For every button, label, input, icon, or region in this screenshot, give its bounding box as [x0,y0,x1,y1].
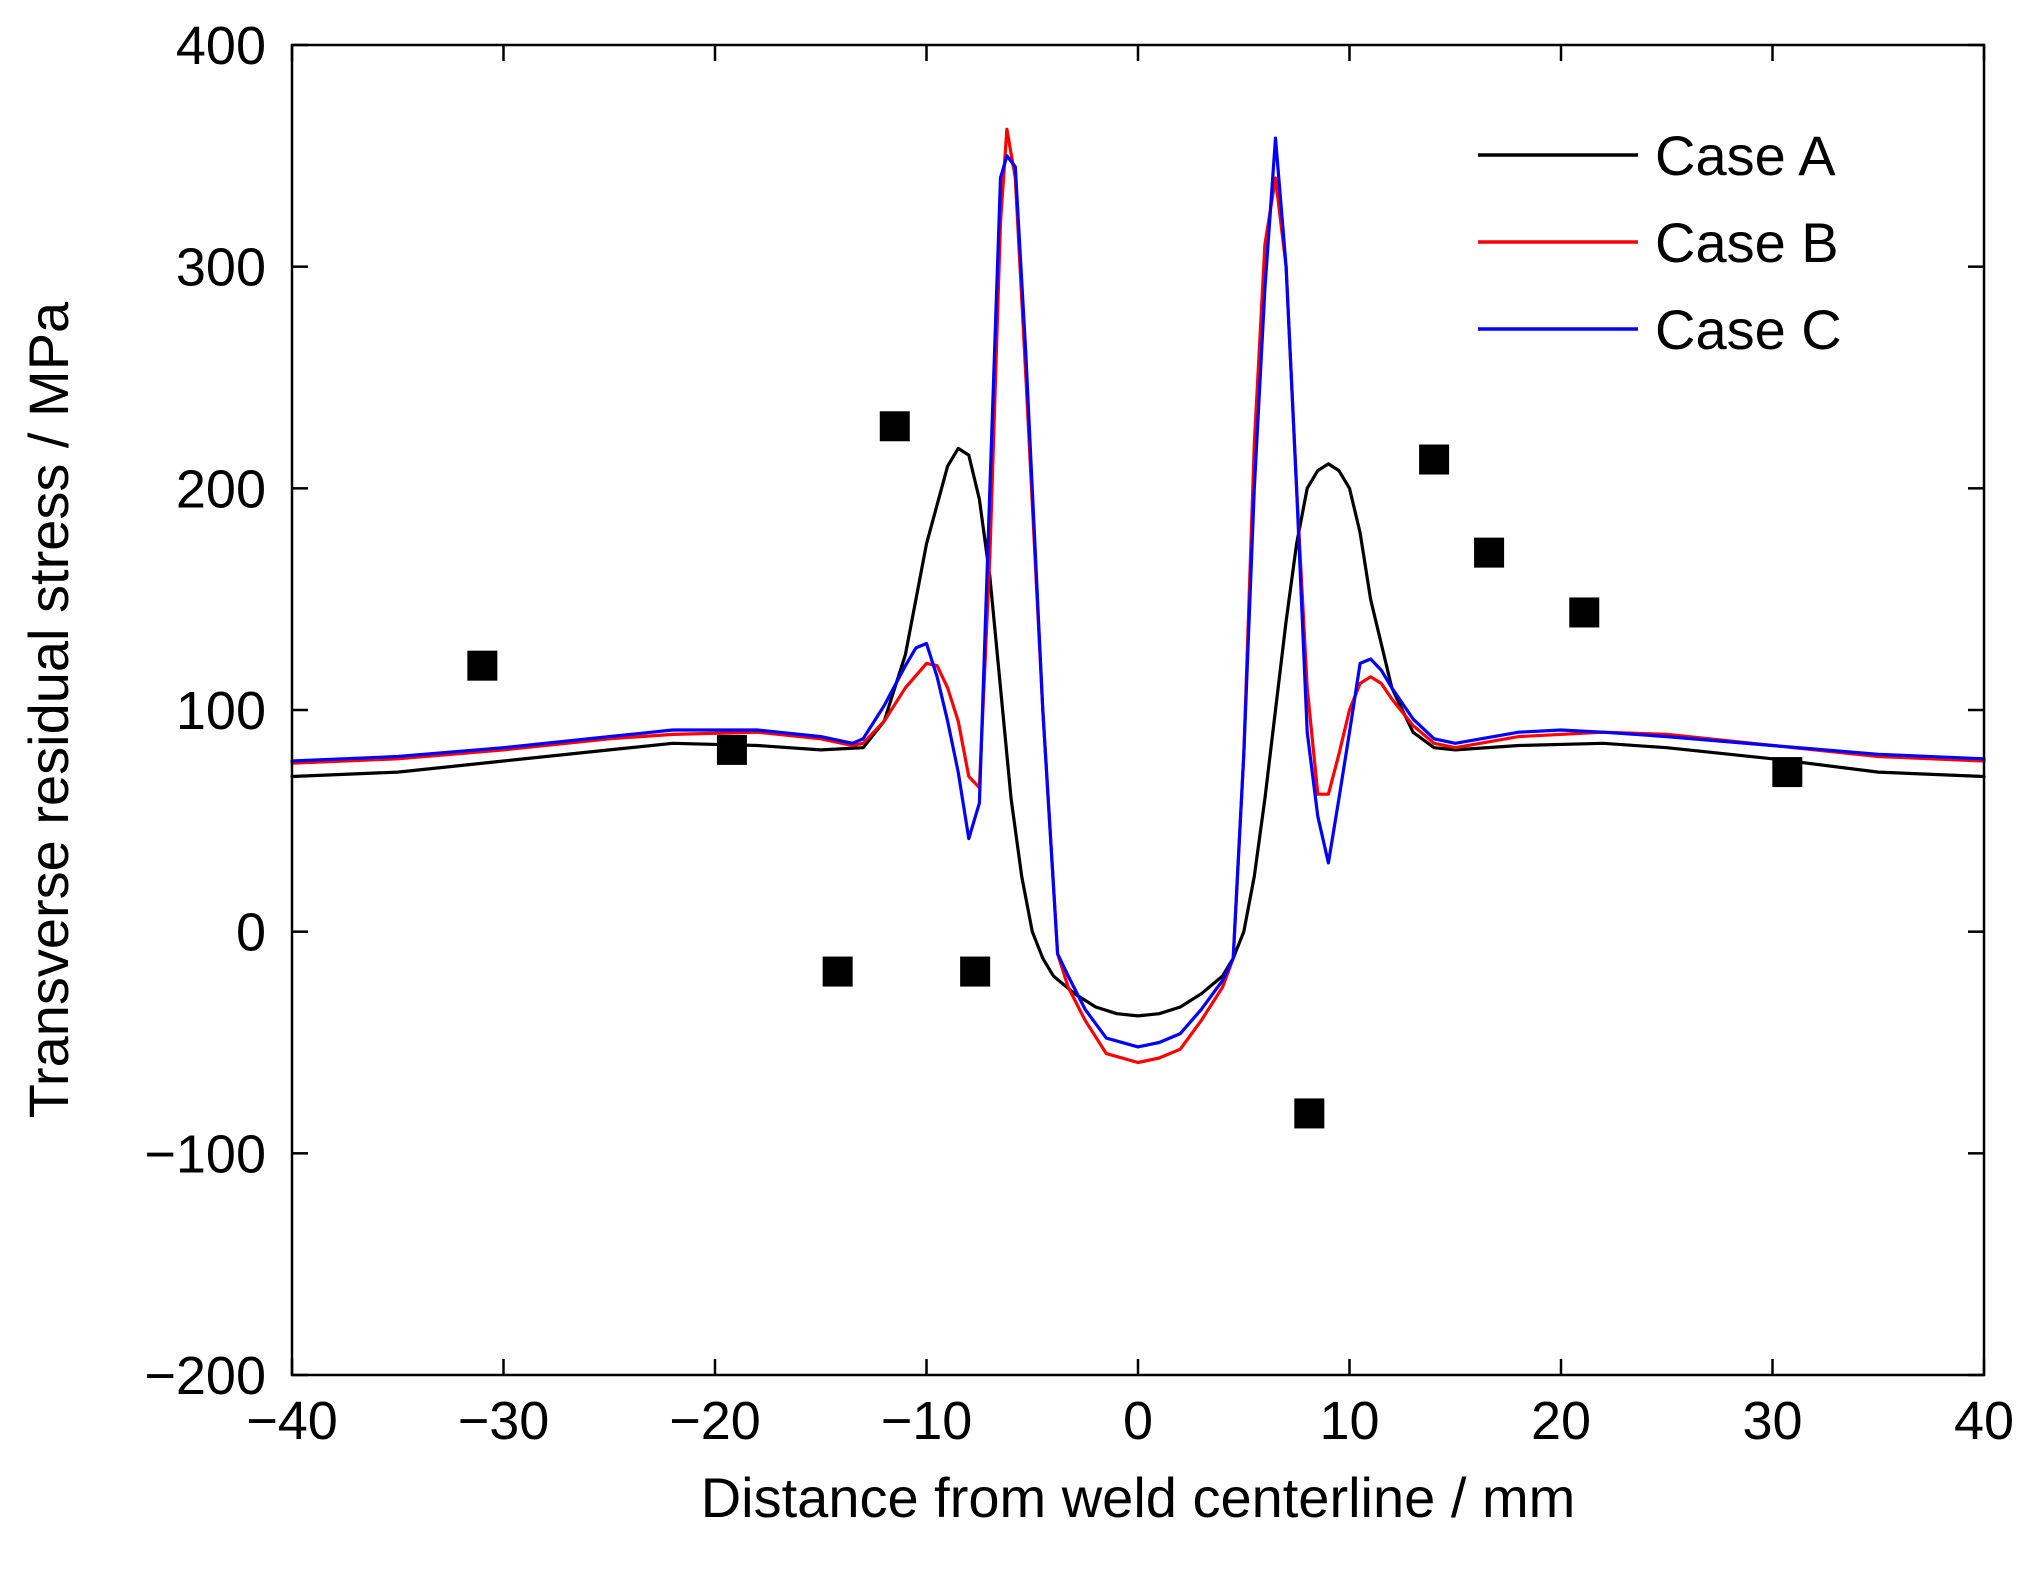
y-tick-label: 0 [236,903,266,963]
y-tick-label: −200 [144,1346,266,1406]
x-tick-label: −10 [881,1391,973,1451]
measured-points [467,411,1803,1129]
x-tick-label: 0 [1123,1391,1153,1451]
measured-point [1772,757,1803,788]
measured-point [1569,597,1600,628]
legend-label-case-c: Case C [1655,298,1842,361]
series-layer [290,127,1986,1065]
x-tick-label: 40 [1954,1391,2014,1451]
measured-point [1474,537,1505,568]
measured-point [1419,444,1450,475]
measured-point [1294,1098,1325,1129]
legend: Case A Case B Case C [1478,124,1842,361]
measured-point [960,956,991,987]
y-tick-label: 100 [176,681,266,741]
axes: −40 −30 −20 −10 0 10 20 30 40−200−10001002003004… [144,16,2014,1451]
y-tick-label: 300 [176,238,266,298]
x-tick-label: −40 [246,1391,338,1451]
plot-frame [290,43,1986,1377]
x-tick-label: 20 [1531,1391,1591,1451]
x-axis-title: Distance from weld centerline / mm [701,1466,1576,1529]
x-tick-label: −30 [458,1391,550,1451]
y-axis-title: Transverse residual stress / MPa [17,301,80,1118]
measured-point [716,734,747,765]
x-tick-label: 10 [1319,1391,1379,1451]
series-line-case-b [290,127,1986,1065]
y-tick-label: −100 [144,1124,266,1184]
measured-point [879,411,910,442]
y-tick-label: 400 [176,16,266,76]
measured-point [822,956,853,987]
x-tick-label: −20 [669,1391,761,1451]
x-tick-label: 30 [1742,1391,1802,1451]
series-line-case-c [290,136,1986,1049]
legend-label-case-a: Case A [1655,124,1836,187]
measured-point [467,650,498,681]
legend-label-case-b: Case B [1655,211,1839,274]
y-tick-label: 200 [176,459,266,519]
